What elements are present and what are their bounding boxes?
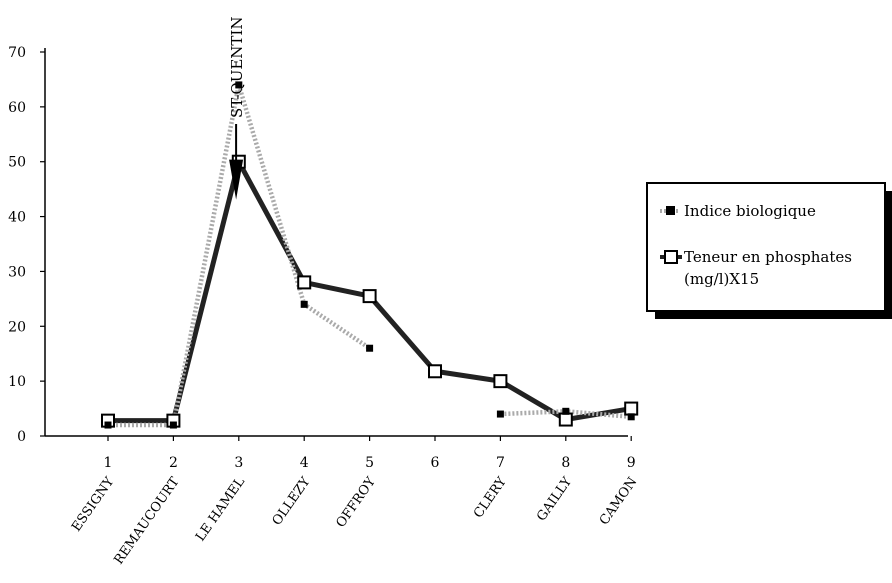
annotation-label-st-quentin: ST-QUENTIN — [228, 17, 246, 118]
series-point-phosphates — [362, 289, 377, 304]
x-tick-label: 3 — [234, 455, 243, 471]
y-tick-label: 30 — [8, 264, 26, 280]
legend-marker-indice — [666, 206, 675, 215]
y-tick-label: 70 — [8, 45, 26, 61]
legend-label-phosphates-line1: Teneur en phosphates — [684, 248, 852, 266]
legend-label-indice: Indice biologique — [684, 202, 816, 220]
legend-label-phosphates-line2: (mg/l)X15 — [684, 270, 759, 288]
legend-box — [646, 182, 886, 312]
series-point-indice — [627, 413, 635, 421]
x-tick-label: 7 — [496, 455, 505, 471]
y-tick-label: 50 — [8, 155, 26, 171]
y-axis-ticks: 0 10 20 30 40 50 60 70 — [8, 45, 45, 445]
legend-marker-phosphates — [664, 250, 678, 264]
x-tick-label: 5 — [365, 455, 374, 471]
legend: Indice biologique Teneur en phosphates (… — [646, 182, 892, 319]
axes — [44, 48, 628, 437]
y-tick-label: 10 — [8, 374, 26, 390]
series-point-phosphates — [493, 374, 508, 389]
y-tick-label: 20 — [8, 319, 26, 335]
series-layer — [101, 81, 639, 429]
x-category-label: GAILLY — [534, 474, 575, 524]
annotation-arrow-head — [229, 159, 244, 200]
y-tick-label: 0 — [17, 429, 26, 445]
x-tick-label: 6 — [431, 455, 440, 471]
x-category-label: REMAUCOURT — [111, 474, 182, 567]
series-point-phosphates — [624, 401, 639, 416]
series-point-indice — [235, 81, 243, 89]
x-category-label: OFFROY — [333, 474, 379, 530]
x-category-label: CAMON — [597, 475, 641, 528]
x-tick-label: 4 — [300, 455, 309, 471]
x-category-label: CLERY — [471, 474, 510, 521]
series-point-phosphates — [297, 275, 312, 290]
series-point-phosphates — [558, 412, 573, 427]
y-tick-label: 40 — [8, 210, 26, 226]
x-category-label: ESSIGNY — [69, 474, 117, 534]
x-tick-label: 8 — [561, 455, 570, 471]
series-point-indice — [300, 300, 308, 308]
series-point-indice — [562, 407, 570, 415]
series-point-indice — [104, 421, 112, 429]
x-axis-ticks: 1 ESSIGNY 2 REMAUCOURT 3 LE HAMEL 4 OLLEZY 5 OFFR… — [69, 436, 640, 567]
x-category-label: LE HAMEL — [193, 474, 248, 544]
x-tick-label: 9 — [627, 455, 636, 471]
series-point-phosphates — [428, 364, 442, 379]
annotation-layer: ST-QUENTIN — [228, 17, 246, 200]
x-tick-label: 2 — [169, 455, 178, 471]
x-tick-label: 1 — [104, 455, 113, 471]
series-point-indice — [366, 344, 374, 352]
y-tick-label: 60 — [8, 100, 26, 116]
series-line-indice — [108, 82, 371, 428]
series-point-indice — [169, 421, 177, 429]
x-category-label: OLLEZY — [270, 474, 314, 528]
series-point-indice — [496, 410, 504, 418]
